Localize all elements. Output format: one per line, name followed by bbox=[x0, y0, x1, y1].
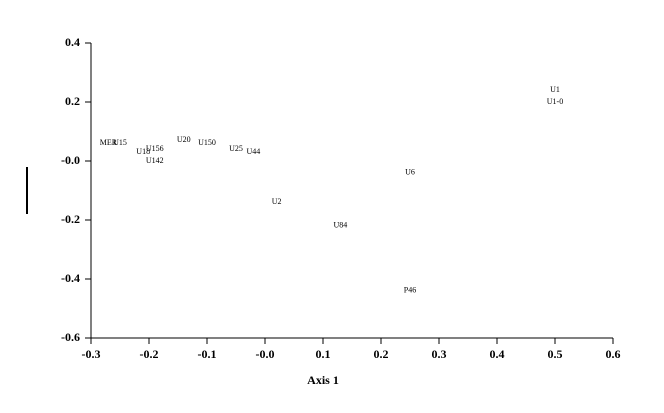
x-axis-label: Axis 1 bbox=[307, 373, 339, 387]
point-label: P46 bbox=[404, 286, 416, 295]
point-label: U156 bbox=[146, 144, 164, 153]
point-label: U6 bbox=[405, 168, 415, 177]
x-tick-label: 0.1 bbox=[316, 347, 331, 361]
point-label: U150 bbox=[198, 138, 216, 147]
x-tick-label: -0.2 bbox=[140, 347, 159, 361]
point-label: U18 bbox=[136, 147, 150, 156]
y-tick-label: -0.0 bbox=[61, 153, 80, 167]
point-label: U1 bbox=[550, 85, 560, 94]
point-label: U15 bbox=[113, 138, 127, 147]
y-tick-label: -0.2 bbox=[61, 212, 80, 226]
y-tick-label: 0.2 bbox=[65, 94, 80, 108]
point-label: U1-0 bbox=[547, 97, 563, 106]
y-tick-label: -0.6 bbox=[61, 330, 80, 344]
point-label: U20 bbox=[177, 135, 191, 144]
x-tick-label: 0.4 bbox=[490, 347, 505, 361]
x-tick-label: -0.1 bbox=[198, 347, 217, 361]
x-tick-label: 0.2 bbox=[374, 347, 389, 361]
x-tick-label: 0.3 bbox=[432, 347, 447, 361]
point-label: U2 bbox=[272, 197, 282, 206]
x-tick-label: -0.0 bbox=[256, 347, 275, 361]
point-label: U84 bbox=[334, 221, 348, 230]
x-tick-label: 0.6 bbox=[606, 347, 621, 361]
point-label: U142 bbox=[146, 156, 164, 165]
point-label: U25 bbox=[229, 144, 243, 153]
x-tick-label: 0.5 bbox=[548, 347, 563, 361]
point-label: U44 bbox=[247, 147, 261, 156]
x-tick-label: -0.3 bbox=[82, 347, 101, 361]
y-tick-label: -0.4 bbox=[61, 271, 80, 285]
y-tick-label: 0.4 bbox=[65, 35, 80, 49]
point-label: MER bbox=[100, 138, 118, 147]
